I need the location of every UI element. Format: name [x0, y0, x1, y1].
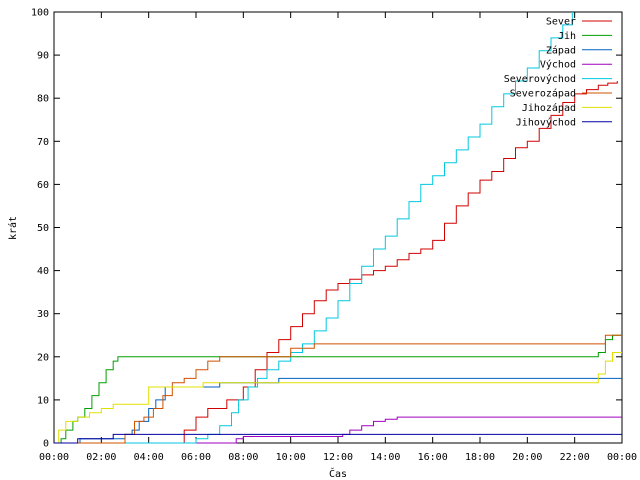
legend-label: Západ — [546, 44, 576, 56]
series-line-4 — [54, 12, 573, 444]
series-line-5 — [54, 334, 622, 444]
x-tick-label: 18:00 — [465, 452, 495, 463]
y-tick-label: 20 — [37, 352, 49, 363]
x-tick-label: 02:00 — [86, 452, 116, 463]
x-tick-label: 22:00 — [560, 452, 590, 463]
x-tick-label: 00:00 — [607, 452, 637, 463]
x-tick-label: 20:00 — [512, 452, 542, 463]
y-axis-label: krát — [7, 216, 19, 240]
legend-label: Jih — [558, 31, 576, 42]
y-tick-label: 50 — [37, 223, 49, 234]
y-tick-label: 10 — [37, 395, 49, 406]
legend-label: Východ — [540, 59, 576, 71]
series-lines — [54, 12, 622, 444]
x-tick-label: 04:00 — [134, 452, 164, 463]
y-tick-label: 60 — [37, 180, 49, 191]
legend-label: Sever — [546, 17, 576, 28]
x-tick-label: 12:00 — [323, 452, 353, 463]
series-line-0 — [54, 81, 618, 444]
series-line-7 — [54, 433, 622, 444]
legend-label: Jihozápad — [522, 102, 576, 114]
x-tick-label: 14:00 — [370, 452, 400, 463]
series-line-6 — [54, 352, 622, 444]
axis-ticks: 0 10 20 30 40 50 60 70 80 90 100 00:00 02:00 04:00 06:… — [31, 8, 637, 464]
x-tick-label: 08:00 — [228, 452, 258, 463]
legend: Sever Jih Západ Východ Severovýchod Severozáp… — [504, 17, 612, 128]
y-tick-label: 0 — [43, 439, 49, 450]
y-tick-label: 100 — [31, 8, 49, 19]
legend-label: Severozápad — [510, 88, 576, 100]
x-axis-label: Čas — [329, 467, 347, 480]
y-tick-label: 30 — [37, 309, 49, 320]
x-tick-label: 06:00 — [181, 452, 211, 463]
x-tick-label: 00:00 — [39, 452, 69, 463]
y-tick-label: 40 — [37, 266, 49, 277]
x-tick-label: 10:00 — [276, 452, 306, 463]
legend-label: Severovýchod — [504, 73, 576, 85]
series-line-2 — [54, 377, 622, 444]
y-tick-label: 80 — [37, 94, 49, 105]
legend-label: Jihovýchod — [516, 116, 576, 128]
series-line-3 — [54, 416, 622, 444]
x-tick-label: 16:00 — [418, 452, 448, 463]
y-tick-label: 90 — [37, 51, 49, 62]
y-tick-label: 70 — [37, 137, 49, 148]
series-line-1 — [54, 334, 622, 444]
